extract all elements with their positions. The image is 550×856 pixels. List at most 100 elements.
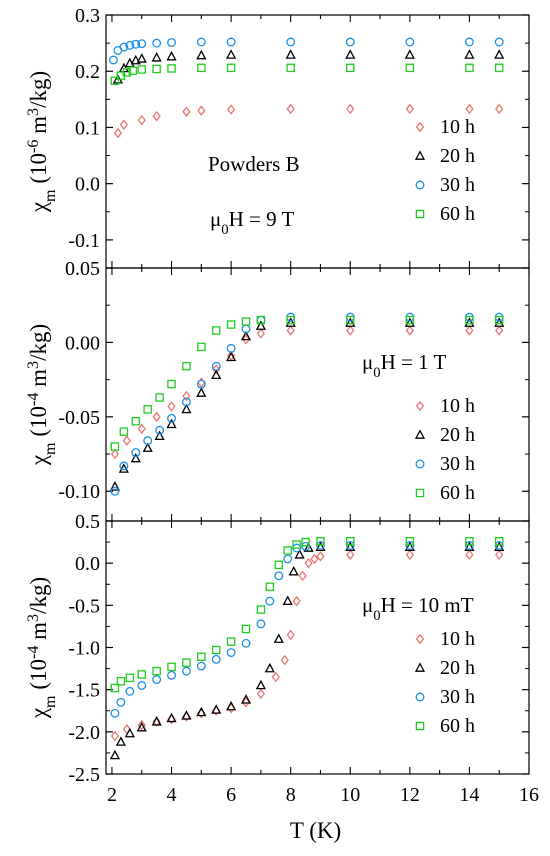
legend-marker bbox=[415, 721, 425, 731]
legend-label: 10 h bbox=[440, 116, 475, 138]
data-point bbox=[405, 63, 415, 73]
x-tick-label: 16 bbox=[519, 784, 539, 806]
data-point bbox=[226, 700, 237, 711]
data-point bbox=[110, 486, 120, 496]
data-point bbox=[196, 49, 207, 60]
data-point bbox=[298, 570, 307, 582]
data-point bbox=[255, 679, 266, 690]
data-point bbox=[256, 605, 266, 614]
data-point bbox=[143, 405, 152, 414]
data-point bbox=[285, 317, 296, 327]
chart-panel-top: -0.1 0.0 0.1 0.2 0.3 χm (10-6 m3/kg) Powders B… bbox=[25, 5, 530, 269]
y-axis-label-text: χm (10-4 m3/kg) bbox=[25, 324, 59, 466]
data-point bbox=[405, 103, 414, 115]
data-point bbox=[494, 536, 504, 546]
y-tick-label: -0.10 bbox=[58, 481, 100, 503]
data-point bbox=[131, 417, 141, 426]
x-axis-label: T (K) bbox=[290, 818, 341, 843]
data-point bbox=[280, 654, 289, 666]
data-point bbox=[143, 436, 153, 446]
data-point bbox=[125, 673, 135, 683]
data-point bbox=[494, 49, 505, 59]
data-point bbox=[226, 637, 236, 646]
data-point bbox=[346, 325, 355, 336]
legend-marker bbox=[415, 459, 425, 469]
data-point bbox=[292, 595, 301, 607]
data-point bbox=[182, 361, 191, 371]
data-point bbox=[346, 63, 355, 73]
y-tick-label: 0.05 bbox=[65, 258, 100, 280]
data-point bbox=[137, 423, 146, 434]
data-point bbox=[167, 379, 176, 389]
data-point bbox=[226, 104, 236, 115]
data-point bbox=[181, 403, 192, 414]
data-point bbox=[240, 694, 252, 704]
data-point bbox=[405, 325, 414, 336]
data-point bbox=[241, 624, 251, 634]
data-point bbox=[464, 49, 475, 59]
data-point bbox=[119, 119, 128, 130]
data-point bbox=[155, 393, 164, 402]
data-point bbox=[137, 65, 146, 74]
legend-marker bbox=[414, 662, 426, 672]
y-tick-label: -0.1 bbox=[68, 230, 100, 252]
data-point bbox=[303, 542, 314, 552]
data-point bbox=[274, 560, 284, 570]
legend-label: 30 h bbox=[440, 174, 475, 196]
data-point bbox=[211, 704, 222, 714]
data-point bbox=[265, 596, 275, 606]
data-point bbox=[152, 110, 161, 122]
data-point bbox=[167, 64, 176, 73]
data-point bbox=[128, 66, 138, 75]
data-point bbox=[285, 49, 296, 59]
data-point bbox=[137, 670, 146, 679]
data-point bbox=[110, 442, 120, 451]
y-axis-label-text: χm (10-6 m3/kg) bbox=[25, 71, 59, 213]
data-point bbox=[315, 541, 326, 551]
legend-label: 60 h bbox=[440, 482, 475, 504]
data-point bbox=[110, 76, 120, 86]
data-point bbox=[256, 619, 266, 629]
data-point bbox=[286, 315, 295, 325]
y-tick-label: -1.5 bbox=[68, 680, 100, 702]
data-point bbox=[464, 37, 474, 47]
data-point bbox=[226, 351, 237, 362]
data-point bbox=[286, 325, 295, 336]
data-point bbox=[167, 670, 176, 680]
data-point bbox=[115, 736, 126, 746]
y-tick-label: -0.5 bbox=[68, 595, 100, 617]
data-point bbox=[181, 397, 191, 407]
data-point bbox=[286, 37, 296, 47]
y-tick-label: 0.1 bbox=[75, 117, 100, 139]
data-point bbox=[465, 536, 474, 546]
series-20h bbox=[109, 541, 505, 760]
data-point bbox=[465, 549, 474, 560]
legend-label: 60 h bbox=[440, 203, 475, 225]
sample-annotation: Powders B bbox=[208, 152, 300, 176]
series-60h bbox=[110, 63, 504, 86]
data-point bbox=[110, 683, 120, 693]
data-point bbox=[265, 582, 275, 592]
y-tick-label: -2.0 bbox=[68, 722, 100, 744]
data-point bbox=[196, 379, 206, 389]
data-point bbox=[113, 127, 123, 139]
data-point bbox=[118, 463, 129, 473]
data-point bbox=[404, 49, 415, 59]
data-point bbox=[119, 42, 129, 52]
series-30h bbox=[108, 37, 504, 65]
data-point bbox=[211, 369, 222, 380]
data-point bbox=[346, 315, 355, 325]
data-point bbox=[108, 55, 118, 65]
legend: 10 h 20 h 30 h 60 h bbox=[414, 395, 475, 504]
x-tick-label: 14 bbox=[459, 784, 479, 806]
data-point bbox=[241, 317, 251, 326]
data-point bbox=[226, 49, 237, 59]
legend-label: 20 h bbox=[440, 145, 475, 167]
series-60h bbox=[110, 315, 504, 451]
data-point bbox=[130, 54, 141, 65]
data-point bbox=[116, 676, 126, 686]
data-point bbox=[494, 317, 505, 327]
data-point bbox=[465, 325, 474, 336]
data-point bbox=[304, 557, 313, 569]
